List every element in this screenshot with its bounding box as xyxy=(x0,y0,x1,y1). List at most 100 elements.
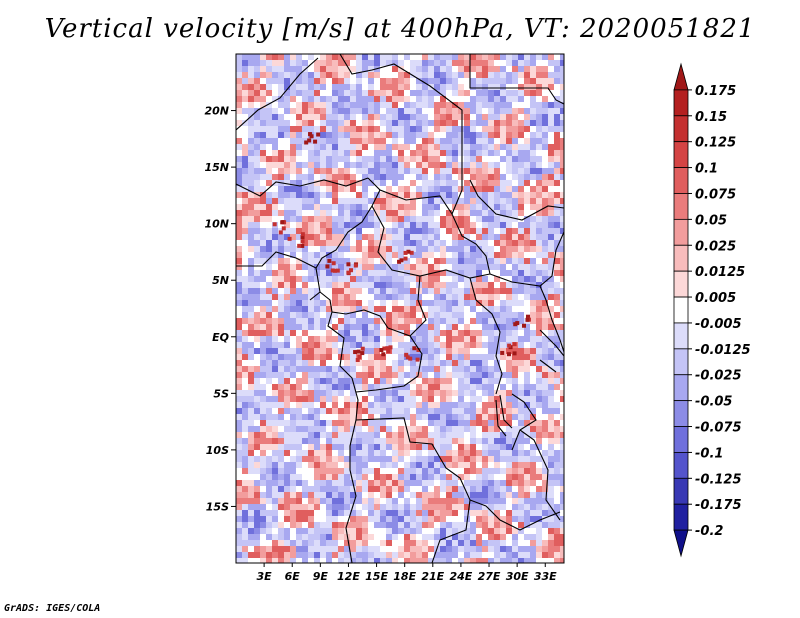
field-cell xyxy=(512,90,519,97)
field-cell xyxy=(284,234,291,241)
field-cell xyxy=(314,432,321,439)
field-cell xyxy=(248,450,255,457)
field-cell xyxy=(476,324,483,331)
field-cell xyxy=(236,510,243,517)
field-cell xyxy=(278,540,285,547)
field-cell xyxy=(290,228,297,235)
field-cell xyxy=(440,66,447,73)
field-cell xyxy=(344,150,351,157)
field-cell xyxy=(476,384,483,391)
field-cell xyxy=(344,462,351,469)
field-cell xyxy=(368,186,375,193)
field-cell xyxy=(362,468,369,475)
field-cell xyxy=(458,312,465,319)
field-cell xyxy=(332,420,339,427)
field-cell xyxy=(284,120,291,127)
field-cell xyxy=(470,396,477,403)
field-cell xyxy=(356,456,363,463)
field-cell xyxy=(488,378,495,385)
field-cell xyxy=(242,228,249,235)
field-cell xyxy=(452,420,459,427)
field-cell xyxy=(500,168,507,175)
field-cell xyxy=(332,84,339,91)
field-cell xyxy=(512,186,519,193)
field-cell xyxy=(554,336,561,343)
field-cell xyxy=(506,540,513,547)
field-cell xyxy=(434,138,441,145)
field-cell xyxy=(494,144,501,151)
field-cell xyxy=(422,420,429,427)
field-cell xyxy=(248,252,255,259)
field-cell xyxy=(494,96,501,103)
field-cell xyxy=(272,210,279,217)
field-cell xyxy=(356,468,363,475)
strong-ascent-cell xyxy=(327,258,332,263)
field-cell xyxy=(290,282,297,289)
field-cell xyxy=(494,528,501,535)
field-cell xyxy=(314,306,321,313)
field-cell xyxy=(482,282,489,289)
field-cell xyxy=(368,336,375,343)
field-cell xyxy=(332,240,339,247)
field-cell xyxy=(260,204,267,211)
field-cell xyxy=(332,132,339,139)
field-cell xyxy=(314,156,321,163)
field-cell xyxy=(518,390,525,397)
strong-ascent-cell xyxy=(512,342,517,347)
field-cell xyxy=(494,318,501,325)
field-cell xyxy=(368,276,375,283)
field-cell xyxy=(482,300,489,307)
field-cell xyxy=(488,138,495,145)
field-cell xyxy=(398,474,405,481)
field-cell xyxy=(374,150,381,157)
field-cell xyxy=(326,420,333,427)
field-cell xyxy=(398,84,405,91)
field-cell xyxy=(242,156,249,163)
field-cell xyxy=(500,192,507,199)
field-cell xyxy=(404,498,411,505)
field-cell xyxy=(308,126,315,133)
field-cell xyxy=(470,468,477,475)
field-cell xyxy=(536,252,543,259)
field-cell xyxy=(362,264,369,271)
field-cell xyxy=(320,276,327,283)
field-cell xyxy=(404,96,411,103)
field-cell xyxy=(506,492,513,499)
field-cell xyxy=(254,270,261,277)
field-cell xyxy=(278,294,285,301)
field-cell xyxy=(344,444,351,451)
field-cell xyxy=(284,438,291,445)
field-cell xyxy=(272,306,279,313)
field-cell xyxy=(452,306,459,313)
field-cell xyxy=(350,90,357,97)
field-cell xyxy=(242,264,249,271)
field-cell xyxy=(488,306,495,313)
field-cell xyxy=(290,384,297,391)
field-cell xyxy=(500,204,507,211)
field-cell xyxy=(326,360,333,367)
field-cell xyxy=(446,498,453,505)
field-cell xyxy=(314,282,321,289)
field-cell xyxy=(266,534,273,541)
field-cell xyxy=(374,324,381,331)
field-cell xyxy=(536,216,543,223)
field-cell xyxy=(350,276,357,283)
field-cell xyxy=(368,84,375,91)
field-cell xyxy=(530,138,537,145)
field-cell xyxy=(554,396,561,403)
field-cell xyxy=(296,66,303,73)
field-cell xyxy=(536,144,543,151)
field-cell xyxy=(236,114,243,121)
field-cell xyxy=(362,312,369,319)
field-cell xyxy=(386,540,393,547)
field-cell xyxy=(278,534,285,541)
field-cell xyxy=(392,324,399,331)
field-cell xyxy=(560,468,564,475)
field-cell xyxy=(248,486,255,493)
field-cell xyxy=(392,432,399,439)
field-cell xyxy=(344,558,351,563)
field-cell xyxy=(242,384,249,391)
field-cell xyxy=(458,480,465,487)
field-cell xyxy=(260,498,267,505)
field-cell xyxy=(422,402,429,409)
